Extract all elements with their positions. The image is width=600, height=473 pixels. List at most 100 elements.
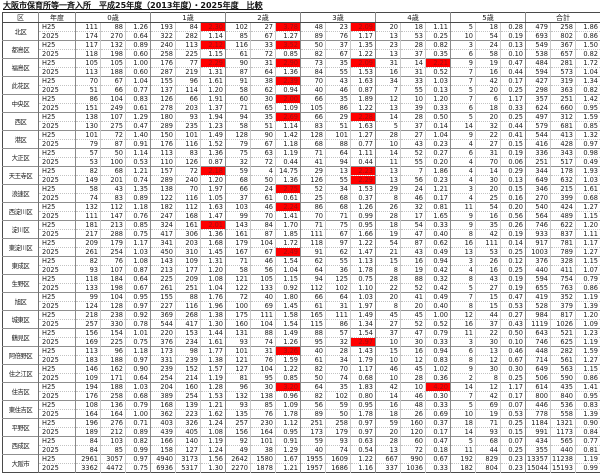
ratio-cell: 1.54 bbox=[351, 329, 376, 338]
count-cell: 8 bbox=[451, 230, 476, 239]
count-cell: 114 bbox=[176, 86, 201, 95]
count-cell: 714 bbox=[526, 356, 551, 365]
count-cell: 108 bbox=[76, 401, 101, 410]
count-cell: 105 bbox=[251, 275, 276, 284]
count-cell: 74 bbox=[76, 194, 101, 203]
count-cell: 88 bbox=[301, 329, 326, 338]
year-cell: H25 bbox=[39, 149, 76, 158]
ratio-cell: 1.42 bbox=[276, 131, 301, 140]
count-cell: 212 bbox=[101, 428, 126, 437]
count-cell: 20 bbox=[401, 302, 426, 311]
count-cell: 113 bbox=[76, 68, 101, 77]
ratio-cell: 1.22 bbox=[351, 104, 376, 113]
ratio-cell: 1.86 bbox=[576, 23, 600, 32]
ratio-cell: 0.67 bbox=[126, 284, 151, 293]
count-cell: 28 bbox=[376, 212, 401, 221]
count-cell: 201 bbox=[101, 176, 126, 185]
count-cell: 68 bbox=[476, 437, 501, 446]
count-cell: 1878 bbox=[251, 464, 276, 473]
ratio-cell: 2.97 bbox=[351, 338, 376, 347]
count-cell: 322 bbox=[151, 32, 176, 41]
count-cell: 125 bbox=[326, 275, 351, 284]
ratio-cell: 0.91 bbox=[126, 140, 151, 149]
count-cell: 82 bbox=[301, 392, 326, 401]
year-cell: 2025 bbox=[39, 68, 76, 77]
count-cell: 37 bbox=[401, 122, 426, 131]
year-cell: 2025 bbox=[39, 176, 76, 185]
count-cell: 536 bbox=[551, 401, 576, 410]
ratio-cell: 1.36 bbox=[201, 149, 226, 158]
ratio-cell: 2.21 bbox=[426, 59, 451, 68]
count-cell: 39 bbox=[401, 104, 426, 113]
year-cell: H25 bbox=[39, 383, 76, 392]
count-cell: 2270 bbox=[226, 464, 251, 473]
count-cell: 44 bbox=[476, 446, 501, 455]
count-cell: 182 bbox=[451, 464, 476, 473]
count-cell: 933 bbox=[526, 230, 551, 239]
count-cell: 110 bbox=[151, 158, 176, 167]
count-cell: 254 bbox=[151, 374, 176, 383]
count-cell: 101 bbox=[176, 131, 201, 140]
count-cell: 82 bbox=[76, 257, 101, 266]
count-cell: 68 bbox=[301, 140, 326, 149]
ratio-cell: 0.29 bbox=[501, 167, 526, 176]
count-cell: 175 bbox=[226, 311, 251, 320]
count-cell: 54 bbox=[476, 32, 501, 41]
count-cell: 72 bbox=[101, 131, 126, 140]
count-cell: 251 bbox=[176, 284, 201, 293]
count-cell: 257 bbox=[226, 419, 251, 428]
count-cell: 103 bbox=[226, 203, 251, 212]
ratio-cell: 1.93 bbox=[576, 167, 600, 176]
count-cell: 88 bbox=[251, 329, 276, 338]
count-cell: 83 bbox=[301, 122, 326, 131]
count-cell: 100 bbox=[101, 158, 126, 167]
ratio-cell: 0.25 bbox=[501, 266, 526, 275]
count-cell: 352 bbox=[551, 293, 576, 302]
count-cell: 198 bbox=[101, 284, 126, 293]
count-cell: 113 bbox=[76, 347, 101, 356]
ratio-cell: 1.39 bbox=[576, 302, 600, 311]
ratio-cell: 0.64 bbox=[126, 32, 151, 41]
count-cell: 8 bbox=[376, 266, 401, 275]
ratio-cell: 1.21 bbox=[426, 185, 451, 194]
count-cell: 11 bbox=[451, 329, 476, 338]
count-cell: 990 bbox=[401, 455, 426, 464]
count-cell: 188 bbox=[101, 68, 126, 77]
ratio-cell: 1.36 bbox=[276, 176, 301, 185]
count-cell: 93 bbox=[176, 113, 201, 122]
count-cell: 165 bbox=[301, 311, 326, 320]
count-cell: 70 bbox=[326, 365, 351, 374]
count-cell: 176 bbox=[151, 140, 176, 149]
count-cell: 57 bbox=[76, 149, 101, 158]
count-cell: 62 bbox=[301, 257, 326, 266]
count-cell: 66 bbox=[301, 95, 326, 104]
count-cell: 209 bbox=[176, 275, 201, 284]
count-cell: 88 bbox=[176, 293, 201, 302]
ratio-cell: 0.25 bbox=[501, 248, 526, 257]
ratio-cell: 0.52 bbox=[426, 68, 451, 77]
ratio-cell: 1.27 bbox=[351, 131, 376, 140]
count-cell: 16 bbox=[376, 68, 401, 77]
ward-name: 東成区 bbox=[3, 257, 39, 275]
count-cell: 19 bbox=[401, 266, 426, 275]
count-cell: 105 bbox=[76, 59, 101, 68]
count-cell: 746 bbox=[526, 338, 551, 347]
ratio-cell: 1.35 bbox=[351, 41, 376, 50]
count-cell: 4 bbox=[251, 167, 276, 176]
count-cell: 561 bbox=[551, 356, 576, 365]
count-cell: 160 bbox=[401, 419, 426, 428]
count-cell: 23 bbox=[376, 41, 401, 50]
count-cell: 22 bbox=[376, 284, 401, 293]
count-cell: 287 bbox=[151, 68, 176, 77]
